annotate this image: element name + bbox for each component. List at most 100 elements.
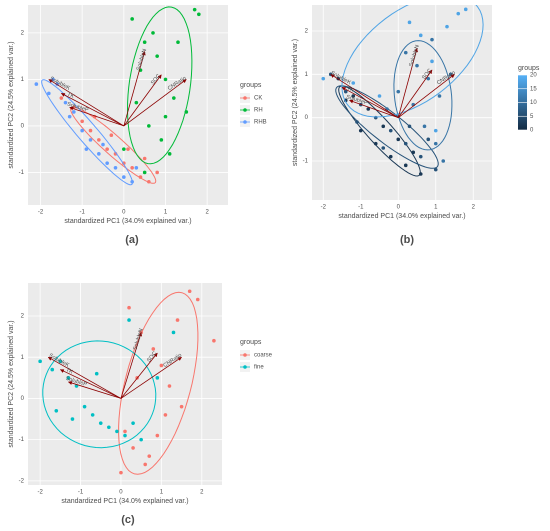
point (123, 429, 127, 434)
point (351, 94, 356, 98)
y-tick-label: 1 (21, 77, 25, 83)
x-tick-label: -2 (38, 210, 44, 216)
point (171, 330, 176, 335)
y-tick-label: 0 (21, 124, 25, 130)
point (172, 96, 176, 100)
point (163, 413, 168, 417)
point (131, 421, 135, 425)
loading-arrow (330, 73, 399, 119)
point (418, 33, 423, 38)
point (403, 141, 408, 146)
point (67, 114, 72, 119)
point (72, 110, 76, 114)
point (415, 63, 419, 68)
x-tick-label: -2 (321, 205, 327, 211)
legend-label: fine (254, 365, 264, 371)
loading-arrow (341, 86, 399, 119)
point (403, 50, 408, 55)
legend-label: CK (254, 96, 262, 102)
x-tick-label: -1 (78, 490, 84, 496)
point (115, 429, 119, 434)
point (437, 94, 442, 98)
x-tick-label: -2 (37, 490, 43, 496)
point (94, 371, 99, 376)
point (70, 417, 75, 421)
loading-arrow (47, 356, 122, 399)
colorbar-label: 5 (530, 114, 534, 120)
point (388, 154, 393, 159)
point (105, 147, 109, 151)
point (426, 137, 431, 142)
colorbar-label: 20 (530, 73, 537, 79)
colorbar-label: 10 (530, 100, 537, 106)
loading-arrow (120, 356, 182, 399)
point (88, 138, 93, 142)
point (105, 161, 109, 165)
y-tick-label: 2 (21, 30, 25, 36)
point (142, 170, 147, 175)
x-axis-title: standardized PC1 (34.0% explained var.) (64, 218, 191, 225)
y-axis-title: standardized PC2 (24.5% explained var.) (292, 39, 299, 166)
point (159, 138, 164, 142)
point (179, 404, 184, 409)
point (426, 76, 431, 81)
loading-arrow (69, 106, 124, 127)
y-tick-label: -1 (19, 437, 25, 443)
panel-label: (a) (125, 234, 139, 246)
point (97, 152, 101, 156)
point (84, 147, 89, 151)
y-tick-label: 2 (305, 29, 309, 35)
point (167, 384, 172, 388)
y-tick-label: 1 (21, 355, 25, 361)
point (433, 128, 438, 133)
legend-label: RHB (254, 120, 267, 126)
point (396, 89, 401, 94)
point (119, 470, 123, 475)
legend-title: groups (518, 65, 540, 72)
point (34, 82, 39, 86)
point (50, 367, 55, 372)
legend-title: groups (240, 82, 262, 89)
point (422, 124, 427, 129)
y-tick-label: 0 (305, 115, 309, 121)
point (54, 408, 59, 413)
x-tick-label: 1 (164, 210, 168, 216)
point (151, 347, 156, 351)
point (88, 128, 93, 133)
loading-arrow (59, 369, 122, 399)
point (175, 318, 180, 322)
point (58, 359, 63, 364)
loading-arrow (48, 79, 125, 127)
point (155, 170, 159, 175)
y-tick-label: 2 (21, 314, 25, 320)
point (38, 359, 42, 364)
ellipse (341, 5, 484, 118)
point (155, 376, 160, 380)
x-tick-label: 0 (119, 490, 123, 496)
legend-dot (243, 108, 247, 112)
point (176, 40, 180, 45)
point (388, 128, 393, 133)
loading-label: TK (346, 85, 355, 94)
loading-arrow (120, 352, 158, 399)
point (143, 462, 148, 467)
point (134, 165, 139, 170)
point (366, 107, 371, 111)
panel-label: (c) (121, 514, 135, 526)
point (127, 318, 131, 322)
legend-dot (243, 365, 247, 369)
point (109, 133, 114, 138)
x-tick-label: 1 (160, 490, 164, 496)
ellipse (393, 40, 453, 151)
loading-arrow (123, 51, 146, 127)
loading-arrow (60, 93, 125, 127)
legend-dot (243, 353, 247, 357)
x-tick-label: 1 (434, 205, 438, 211)
colorbar-label: 15 (530, 86, 537, 92)
point (381, 146, 386, 150)
y-tick-label: 1 (305, 72, 309, 78)
y-tick-label: -1 (303, 159, 309, 165)
point (147, 124, 151, 128)
